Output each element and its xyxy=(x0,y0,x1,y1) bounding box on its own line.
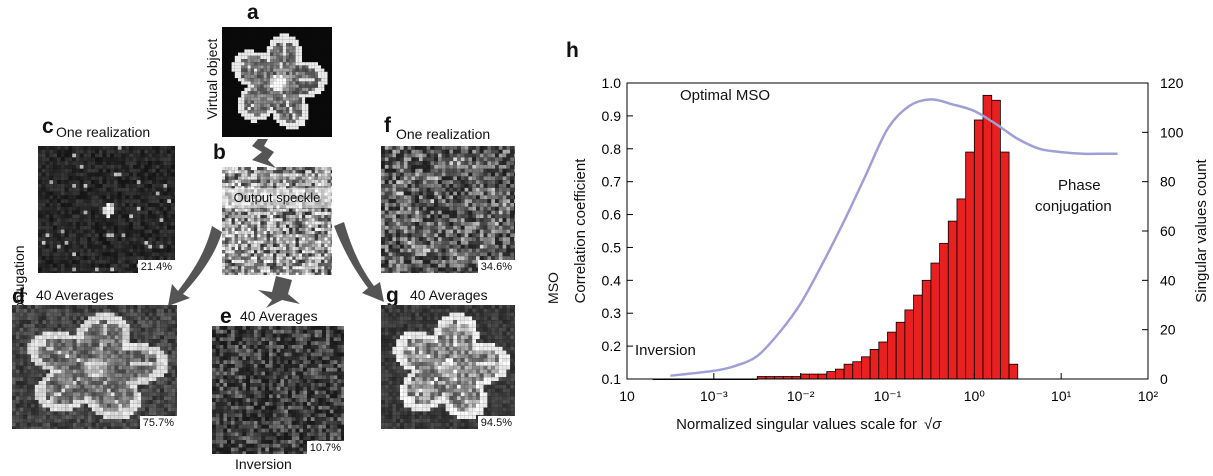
panel-letter-a: a xyxy=(247,1,259,24)
histogram-bar xyxy=(887,331,897,380)
arrow-b-to-d xyxy=(168,226,222,306)
left-tick-label: 0.6 xyxy=(602,207,622,223)
y-axis-label-left: Correlation coefficient xyxy=(572,158,589,304)
histogram-bar xyxy=(1008,363,1019,380)
panel-letter-f: f xyxy=(384,114,391,137)
right-tick-label: 80 xyxy=(1160,174,1176,190)
caption-g: 40 Averages xyxy=(410,287,488,303)
caption-e: 40 Averages xyxy=(240,308,318,324)
arrow-b-to-e xyxy=(258,276,300,308)
annotation-phase: Phase xyxy=(1058,177,1101,194)
histogram-bar xyxy=(999,151,1010,380)
histogram-bar xyxy=(861,356,871,380)
inversion-averaged-image: 10.7% xyxy=(212,326,344,454)
panel-letter-h: h xyxy=(566,39,579,62)
x-tick-label: 10⁻¹ xyxy=(874,388,902,404)
percent-d: 75.7% xyxy=(139,416,177,429)
x-tick-label: 10⁰ xyxy=(964,388,986,404)
histogram-bar xyxy=(991,99,1001,380)
right-axis-ticks: 0 20 40 60 80 100 120 xyxy=(1142,75,1184,387)
output-speckle-image: Output speckle xyxy=(222,167,332,275)
x-tick-label: 10¹ xyxy=(1051,388,1072,404)
histogram-bar xyxy=(878,341,888,380)
histogram-bar xyxy=(956,198,967,380)
left-tick-label: 0.3 xyxy=(602,305,622,321)
histogram-bars xyxy=(652,94,1019,381)
right-tick-label: 60 xyxy=(1160,223,1176,239)
histogram-bar xyxy=(800,373,810,380)
mso-averaged-image: 94.5% xyxy=(381,305,515,429)
correlation-histogram-chart: 0.1 0.2 0.3 0.4 0.5 0.6 0.7 0.8 0.9 1.0 0 20 40 60 80… xyxy=(572,75,1210,433)
x-tick-label: 10⁻³ xyxy=(700,388,728,404)
panel-letter-g: g xyxy=(386,284,399,307)
right-tick-label: 20 xyxy=(1160,322,1176,338)
histogram-bar xyxy=(808,373,819,380)
phase-conjugation-one-realization-image: 21.4% xyxy=(38,146,175,273)
histogram-bar xyxy=(895,321,906,380)
left-tick-label: 0.9 xyxy=(602,108,622,124)
panel-letter-d: d xyxy=(12,285,25,308)
histogram-bar xyxy=(973,119,984,380)
histogram-bar xyxy=(947,220,958,380)
panel-letter-b: b xyxy=(213,141,226,164)
histogram-bar xyxy=(982,94,993,380)
virtual-object-image xyxy=(222,27,332,137)
left-axis-ticks: 0.1 0.2 0.3 0.4 0.5 0.6 0.7 0.8 0.9 1.0 xyxy=(602,75,633,387)
histogram-bar xyxy=(843,363,854,380)
y-axis-label-right: Singular values count xyxy=(1193,158,1210,302)
left-tick-label: 0.1 xyxy=(602,371,622,387)
percent-f: 34.6% xyxy=(477,260,515,273)
histogram-bar xyxy=(852,361,862,380)
histogram-bar xyxy=(826,371,836,380)
flow-arrows xyxy=(168,139,384,308)
right-tick-label: 100 xyxy=(1160,124,1184,140)
histogram-bar xyxy=(913,294,923,380)
histogram-bar xyxy=(930,262,940,380)
caption-c: One realization xyxy=(56,124,151,140)
histogram-bar xyxy=(835,368,845,380)
right-tick-label: 0 xyxy=(1160,371,1168,387)
x-tick-label: 10 xyxy=(619,388,635,404)
panel-letter-c: c xyxy=(42,115,54,138)
x-tick-label: 10² xyxy=(1138,388,1159,404)
x-axis-ticks: 10 10⁻³ 10⁻² 10⁻¹ 10⁰ 10¹ 10² xyxy=(619,373,1158,404)
left-tick-label: 0.2 xyxy=(602,338,622,354)
right-tick-label: 40 xyxy=(1160,272,1176,288)
x-tick-label: 10⁻² xyxy=(787,388,815,404)
x-axis-label: Normalized singular values scale for xyxy=(676,416,917,433)
left-tick-label: 1.0 xyxy=(602,75,622,91)
caption-d: 40 Averages xyxy=(36,287,114,303)
percent-e: 10.7% xyxy=(306,441,344,454)
annotation-inversion: Inversion xyxy=(635,342,696,359)
left-tick-label: 0.8 xyxy=(602,141,622,157)
x-axis-label-symbol: √σ xyxy=(924,416,942,433)
arrow-a-to-b xyxy=(252,139,276,168)
histogram-bar xyxy=(817,373,828,380)
histogram-bar xyxy=(904,309,914,380)
right-tick-label: 120 xyxy=(1160,75,1184,91)
panel-letter-e: e xyxy=(220,305,232,328)
annotation-optimal-mso: Optimal MSO xyxy=(680,87,770,104)
histogram-bar xyxy=(939,242,949,380)
phase-conjugation-averaged-image: 75.7% xyxy=(12,305,177,429)
left-tick-label: 0.5 xyxy=(602,239,622,255)
histogram-bar xyxy=(921,279,932,380)
histogram-bar xyxy=(965,151,975,380)
left-tick-label: 0.7 xyxy=(602,174,622,190)
percent-c: 21.4% xyxy=(137,260,175,273)
histogram-bar xyxy=(869,348,880,380)
mso-one-realization-image: 34.6% xyxy=(381,146,515,273)
arrow-b-to-g xyxy=(334,222,384,302)
caption-inversion: Inversion xyxy=(235,456,292,472)
percent-g: 94.5% xyxy=(477,416,515,429)
left-tick-label: 0.4 xyxy=(602,272,622,288)
correlation-curve xyxy=(670,98,1118,377)
output-speckle-label: Output speckle xyxy=(222,188,332,208)
annotation-conjugation: conjugation xyxy=(1035,198,1112,215)
caption-f: One realization xyxy=(396,126,491,142)
